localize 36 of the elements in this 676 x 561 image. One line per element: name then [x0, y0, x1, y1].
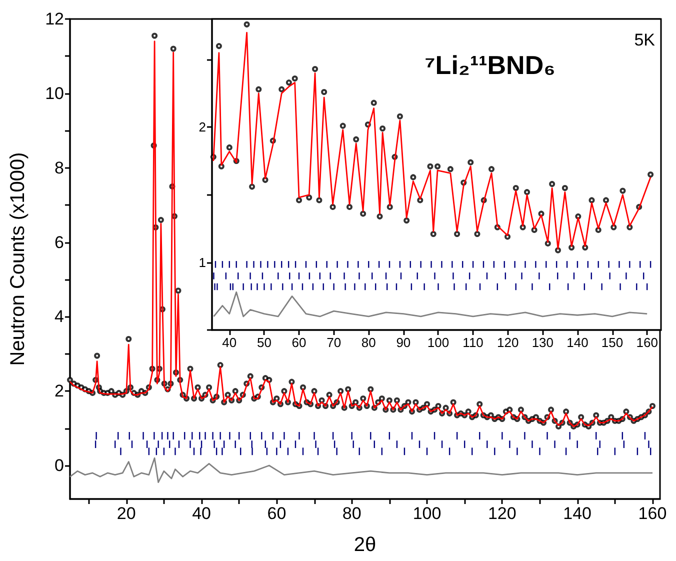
x-tick-label: 120 — [488, 504, 516, 523]
y-tick-label: 1 — [198, 254, 206, 270]
x-tick-label: 20 — [116, 504, 136, 523]
x-tick-label: 150 — [601, 335, 624, 350]
y-tick-label: 6 — [54, 232, 64, 252]
annotation: ⁷Li₂¹¹BND₆ — [424, 50, 556, 80]
y-axis-title: Neutron Counts (x1000) — [7, 152, 29, 366]
y-tick-label: 2 — [198, 120, 206, 135]
x-tick-label: 100 — [412, 504, 442, 523]
x-tick-label: 90 — [396, 335, 411, 350]
x-tick-label: 160 — [638, 504, 667, 523]
y-tick-label: 10 — [45, 84, 64, 103]
x-tick-label: 80 — [342, 504, 362, 523]
x-tick-label: 40 — [222, 335, 237, 350]
y-tick-label: 0 — [54, 456, 64, 476]
y-tick-label: 8 — [54, 158, 64, 178]
y-tick-label: 4 — [54, 307, 64, 326]
annotation: 5K — [634, 30, 656, 50]
x-tick-label: 60 — [267, 504, 286, 523]
x-tick-label: 40 — [192, 504, 211, 523]
x-tick-label: 140 — [563, 504, 592, 523]
x-tick-label: 130 — [532, 335, 554, 350]
x-tick-label: 100 — [427, 335, 450, 350]
line-series — [69, 457, 654, 483]
line-series — [213, 291, 648, 318]
y-tick-label: 12 — [45, 10, 64, 28]
x-tick-label: 70 — [326, 335, 342, 350]
x-tick-label: 80 — [361, 335, 376, 350]
x-tick-label: 110 — [462, 335, 484, 350]
x-tick-label: 160 — [636, 335, 658, 350]
x-tick-label: 60 — [292, 335, 306, 350]
x-tick-label: 120 — [497, 335, 519, 350]
y-tick-label: 2 — [54, 382, 64, 401]
x-tick-label: 50 — [256, 335, 272, 350]
x-tick-label: 140 — [566, 335, 588, 350]
x-axis-title: 2θ — [354, 534, 376, 556]
